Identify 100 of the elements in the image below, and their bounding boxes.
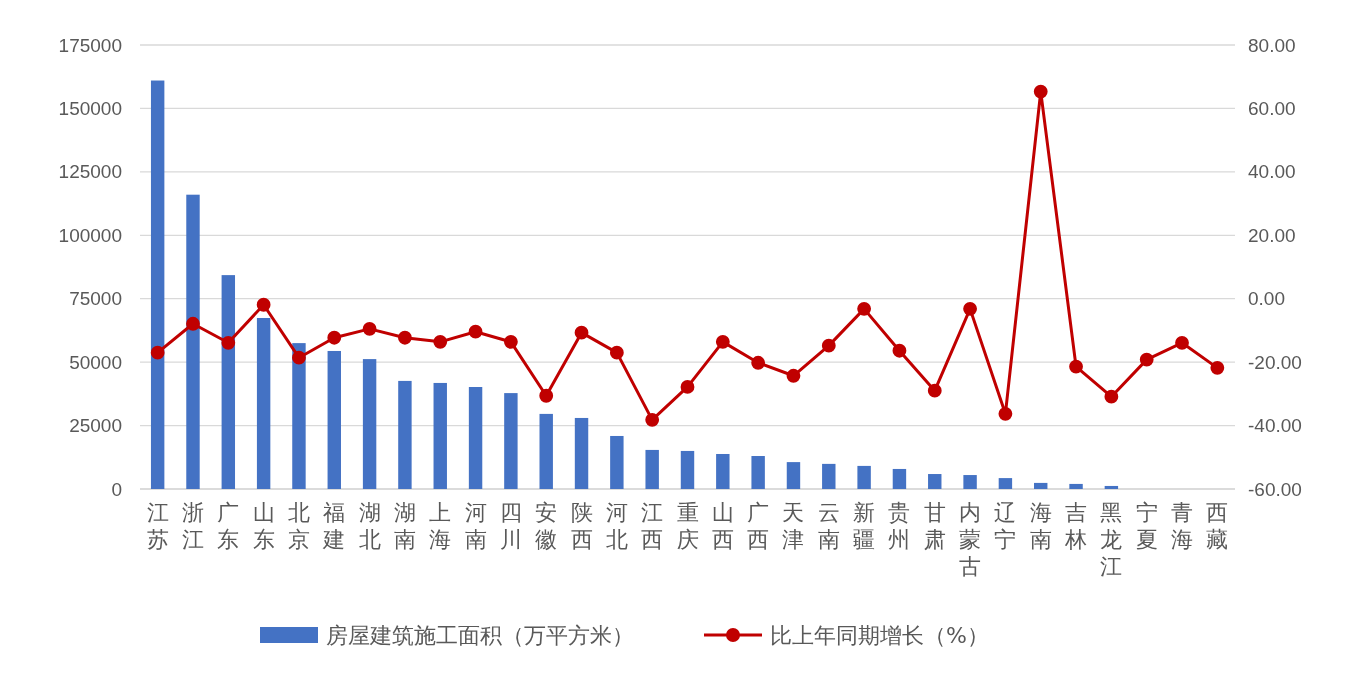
bar [716, 453, 730, 489]
bar [539, 413, 553, 489]
x-tick-label: 山西 [711, 500, 734, 552]
y-tick-label: 125000 [58, 161, 122, 183]
x-tick-label: 湖北 [358, 500, 381, 552]
y2-tick-label: 0.00 [1248, 288, 1285, 310]
x-tick-label: 江苏 [146, 500, 169, 552]
bar [362, 359, 377, 489]
bar [256, 318, 271, 489]
point [680, 379, 695, 394]
y2-tick-label: -60.00 [1248, 478, 1302, 500]
point [786, 368, 801, 383]
x-tick-label: 浙江 [181, 500, 204, 552]
point [1104, 389, 1119, 404]
bar [892, 468, 907, 489]
bar [468, 387, 483, 489]
y2-tick-label: -40.00 [1248, 415, 1302, 437]
bar [327, 350, 341, 489]
point [892, 343, 907, 358]
bar [1104, 485, 1119, 489]
x-tick-label: 青海 [1171, 500, 1194, 552]
legend-label: 比上年同期增长（%） [770, 623, 989, 648]
x-tick-label: 重庆 [676, 500, 699, 552]
y2-tick-label: 60.00 [1248, 98, 1296, 120]
legend-label: 房屋建筑施工面积（万平方米） [326, 623, 634, 648]
point [150, 345, 165, 360]
y2-tick-label: 20.00 [1248, 224, 1296, 246]
point [398, 330, 412, 345]
x-tick-label: 辽宁 [994, 500, 1017, 552]
bar [928, 474, 942, 489]
x-tick-label: 山东 [252, 500, 275, 552]
x-tick-label: 宁夏 [1135, 500, 1158, 552]
bar [504, 393, 518, 489]
bar [398, 380, 412, 489]
y-tick-label: 75000 [69, 288, 122, 310]
point [1069, 359, 1083, 374]
x-tick-label: 河南 [464, 500, 487, 552]
bar [645, 449, 659, 489]
point [1139, 352, 1154, 367]
point [715, 334, 730, 349]
x-tick-label: 新疆 [853, 500, 876, 552]
y-tick-label: 150000 [58, 98, 122, 120]
x-tick-label: 河北 [605, 500, 628, 552]
y-tick-label: 175000 [58, 34, 122, 56]
point [256, 297, 271, 312]
y-tick-label: 0 [111, 478, 122, 500]
x-tick-label: 四川 [499, 500, 522, 552]
x-tick-label: 湖南 [393, 500, 416, 552]
y-tick-label: 25000 [69, 415, 122, 437]
bar [150, 80, 165, 489]
x-tick-label: 广西 [747, 500, 770, 552]
x-tick-label: 北京 [287, 500, 310, 552]
point [503, 334, 518, 349]
bar [1034, 482, 1048, 489]
bar [680, 450, 695, 489]
y2-tick-label: 40.00 [1248, 161, 1296, 183]
point [292, 350, 306, 365]
y-tick-label: 100000 [58, 224, 122, 246]
bar [433, 382, 447, 489]
point [963, 301, 977, 316]
x-tick-label: 西藏 [1206, 500, 1229, 552]
y2-tick-label: -20.00 [1248, 351, 1302, 373]
y-tick-label: 50000 [69, 351, 122, 373]
point [821, 338, 836, 353]
bar [751, 456, 765, 489]
x-tick-label: 广东 [217, 500, 240, 552]
bar [998, 478, 1013, 489]
bar [1069, 483, 1083, 489]
point [609, 345, 624, 360]
x-tick-label: 上海 [429, 500, 452, 552]
x-tick-label: 贵州 [888, 500, 911, 552]
point [221, 335, 236, 350]
point [574, 325, 589, 340]
point [1210, 360, 1225, 375]
point [998, 406, 1013, 421]
x-tick-label: 甘肃 [923, 500, 946, 552]
point [1033, 84, 1048, 99]
x-tick-label: 吉林 [1064, 500, 1088, 552]
bar [221, 275, 236, 489]
x-tick-label: 天津 [782, 500, 805, 552]
point [751, 355, 766, 370]
point [327, 330, 342, 345]
x-tick-label: 安徽 [535, 500, 558, 552]
point [433, 334, 448, 349]
bar [610, 435, 624, 489]
bar [186, 194, 200, 489]
bar [963, 475, 977, 489]
y2-tick-label: 80.00 [1248, 34, 1296, 56]
point [186, 316, 200, 331]
x-tick-label: 陕西 [570, 500, 593, 552]
x-tick-label: 内蒙古 [959, 500, 982, 579]
x-tick-label: 福建 [322, 500, 346, 552]
point [539, 388, 554, 403]
x-tick-label: 江西 [641, 500, 664, 552]
bar [822, 463, 836, 489]
point [468, 324, 483, 339]
bar [786, 462, 801, 489]
point [362, 321, 377, 336]
point [857, 301, 872, 316]
point [645, 412, 660, 427]
